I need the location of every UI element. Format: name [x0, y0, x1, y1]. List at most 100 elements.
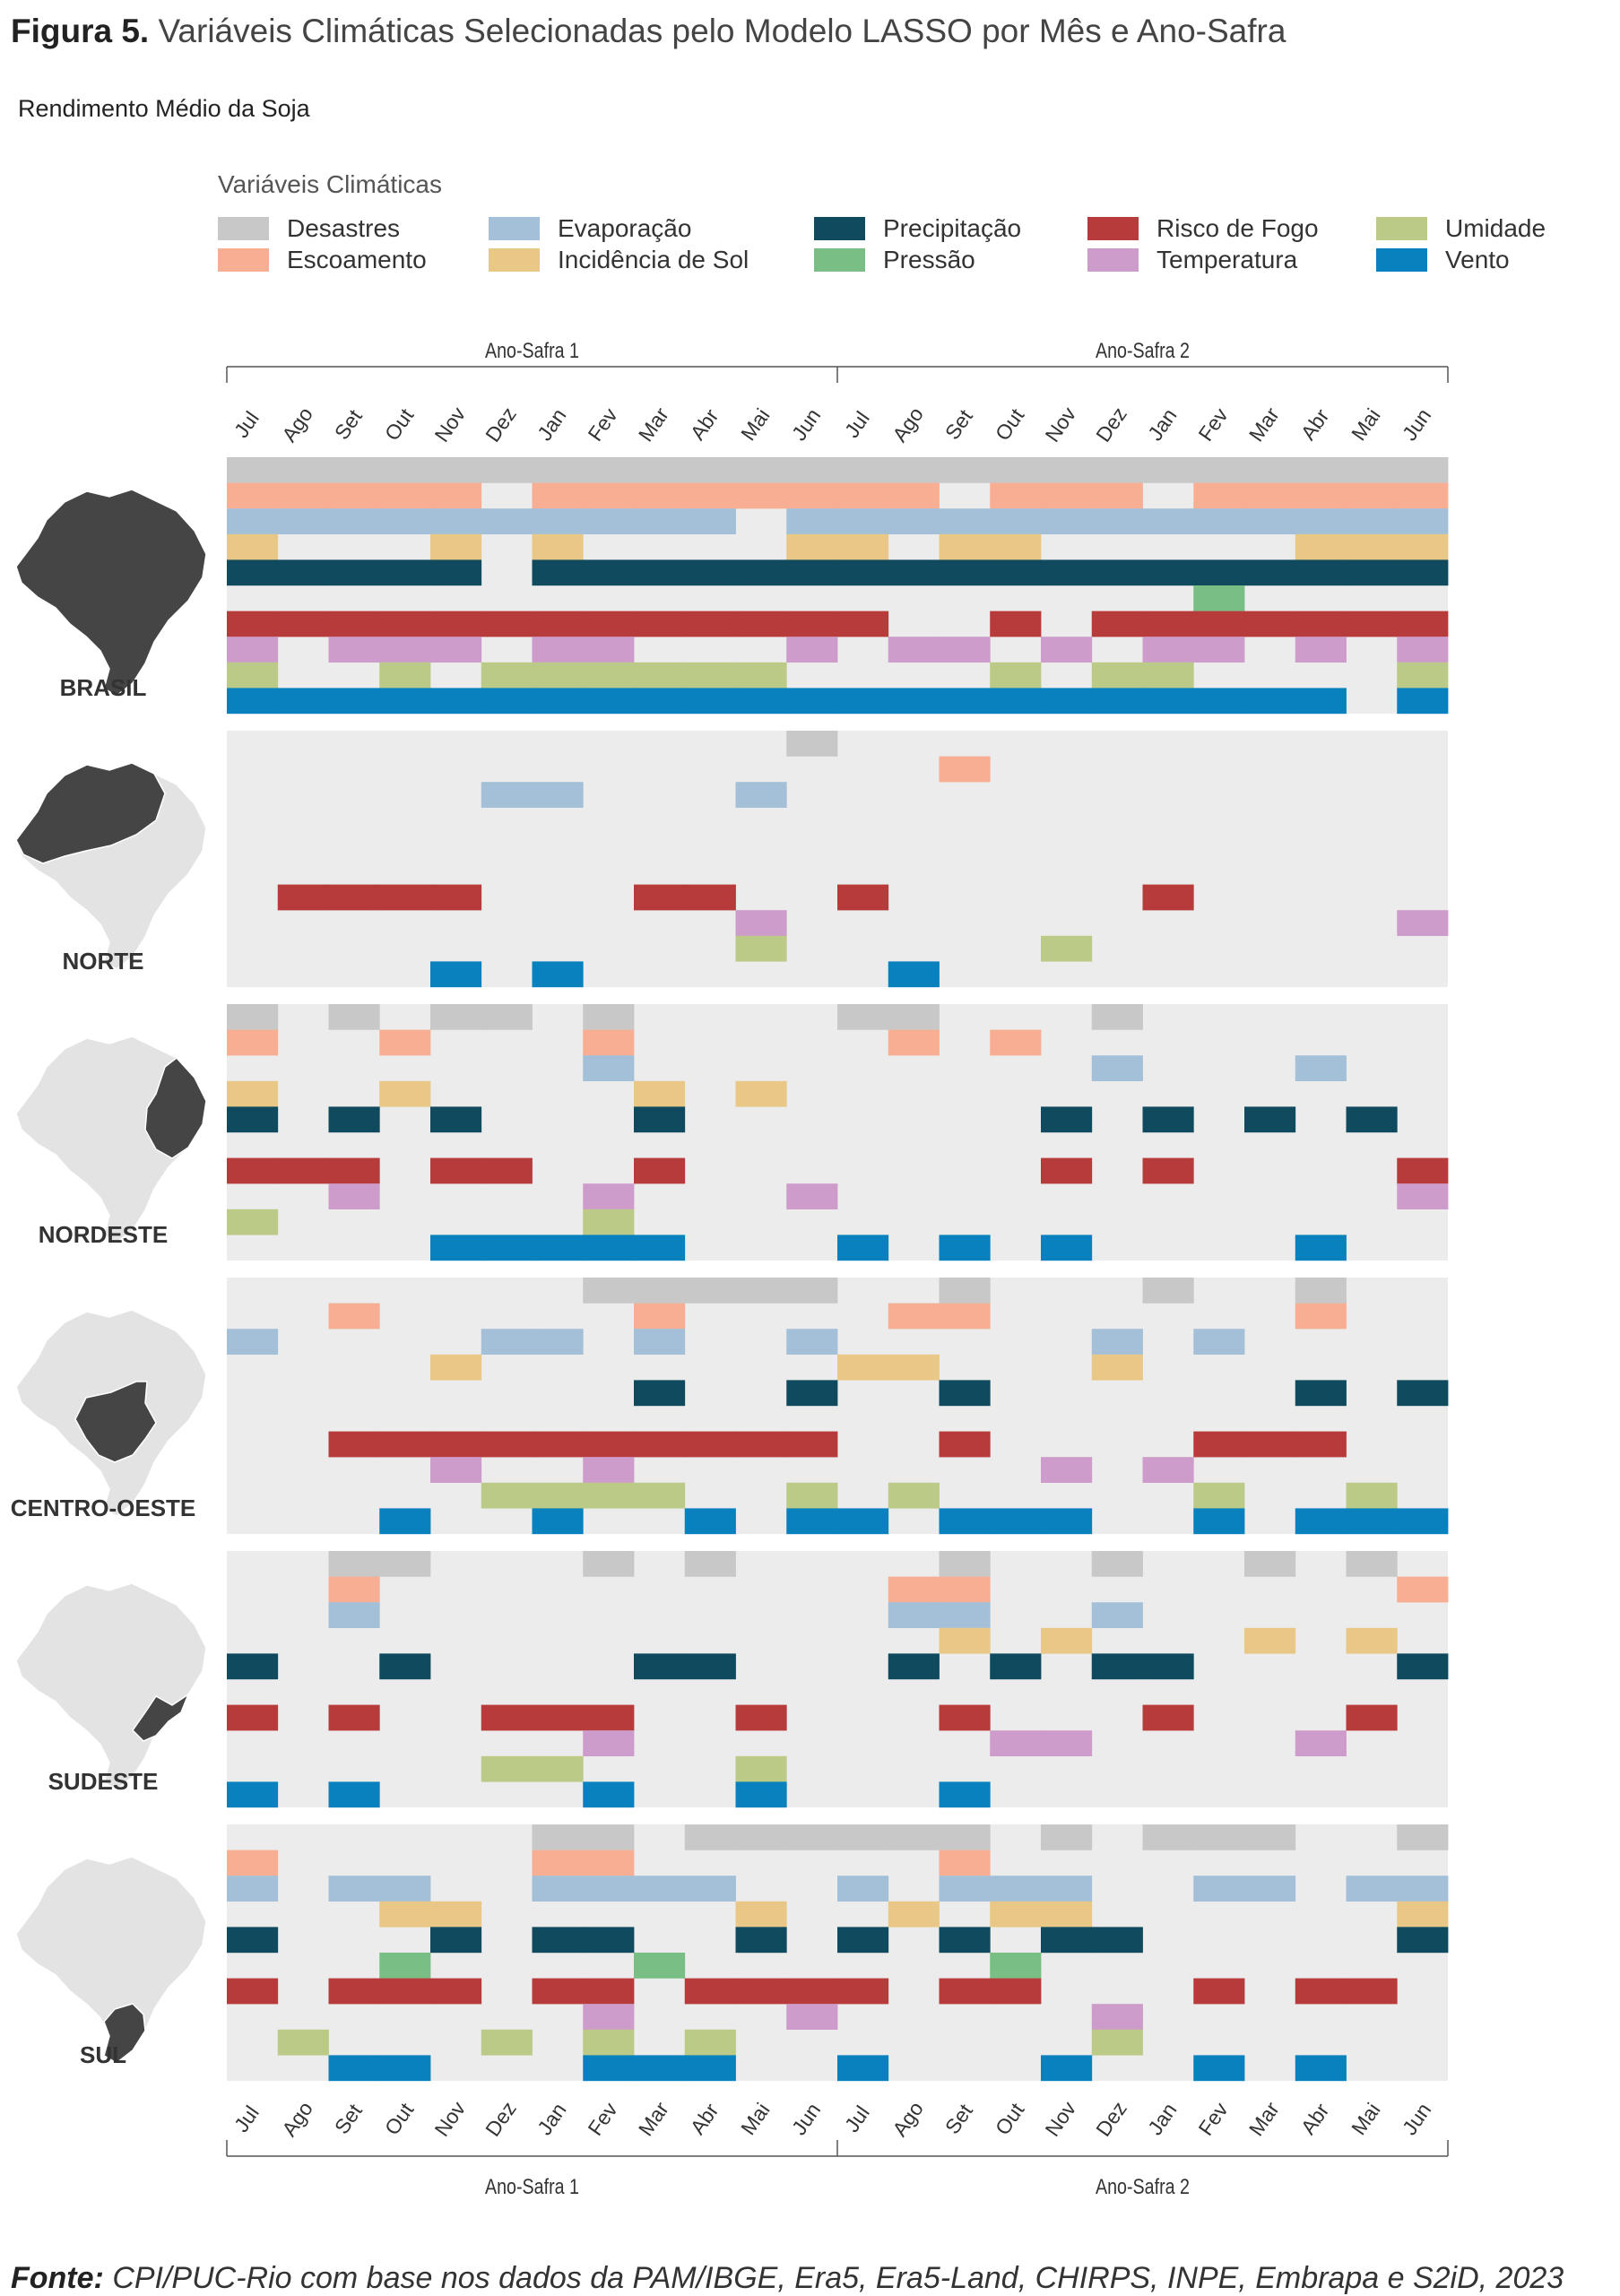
heatmap-cell [277, 688, 329, 715]
heatmap-cell [227, 508, 279, 534]
heatmap-cell [583, 1704, 635, 1731]
heatmap-cell [837, 611, 889, 637]
heatmap-cell [634, 1329, 686, 1355]
heatmap-cell [939, 1927, 991, 1954]
heatmap-cell [430, 1431, 482, 1458]
heatmap-cell [684, 611, 736, 637]
month-tick-label: Jan [533, 404, 571, 445]
heatmap-cell [379, 662, 431, 689]
heatmap-cell [379, 1431, 431, 1458]
brazil-region-map-icon [15, 1309, 207, 1517]
heatmap-cell [379, 2055, 431, 2082]
heatmap-cell [1091, 1354, 1143, 1381]
heatmap-cell [939, 1278, 991, 1304]
heatmap-cell [227, 637, 279, 663]
heatmap-cell [328, 1551, 380, 1577]
heatmap-cell [735, 457, 787, 483]
heatmap-cell [1041, 1106, 1093, 1133]
heatmap-cell [786, 1978, 838, 2005]
heatmap-cell [888, 1303, 940, 1330]
heatmap-cell [888, 1482, 940, 1509]
heatmap-cell [1193, 1508, 1245, 1535]
heatmap-cell [481, 508, 533, 534]
heatmap-cell [379, 1978, 431, 2005]
heatmap-cell [837, 1354, 889, 1381]
heatmap-cell [634, 508, 686, 534]
heatmap-cell [328, 457, 380, 483]
heatmap-cell [1193, 611, 1245, 637]
heatmap-cell [837, 884, 889, 911]
heatmap-cell [735, 611, 787, 637]
heatmap-cell [735, 1278, 787, 1304]
month-tick-label: Out [380, 2098, 419, 2139]
heatmap-cell [583, 1781, 635, 1808]
heatmap-cell [735, 1755, 787, 1782]
heatmap-cell [1193, 1824, 1245, 1850]
heatmap-cell [379, 508, 431, 534]
heatmap-cell [1397, 1183, 1449, 1209]
heatmap-cell [1142, 611, 1194, 637]
heatmap-cell [1041, 1927, 1093, 1954]
heatmap-cell [1041, 1730, 1093, 1756]
heatmap-cell [990, 662, 1042, 689]
heatmap-cell [227, 1080, 279, 1107]
month-tick-label: Fev [583, 403, 622, 446]
heatmap-cell [430, 637, 482, 663]
heatmap-cell [1397, 1901, 1449, 1928]
heatmap-cell [583, 2055, 635, 2082]
heatmap-chart: Ano-Safra 1 Ano-Safra 2 Ano-Safra 1 Ano-Saf… [226, 338, 1449, 2198]
heatmap-cell [837, 1824, 889, 1850]
heatmap-cell [379, 1901, 431, 1928]
heatmap-cell [888, 1602, 940, 1628]
heatmap-cell [583, 2004, 635, 2030]
heatmap-cell [328, 1602, 380, 1628]
heatmap-cell [1346, 1508, 1398, 1535]
heatmap-cell [684, 1824, 736, 1850]
region-label: SUL [80, 2041, 126, 2068]
heatmap-cell [684, 482, 736, 509]
heatmap-cell [1397, 1927, 1449, 1954]
heatmap-cell [786, 688, 838, 715]
heatmap-cell [1346, 533, 1398, 560]
heatmap-cell [227, 611, 279, 637]
legend-swatch [814, 248, 865, 272]
heatmap-cell [1041, 1627, 1093, 1654]
heatmap-cell [990, 611, 1042, 637]
legend-item: Escoamento [218, 246, 427, 274]
month-tick-label: Jan [533, 2099, 571, 2139]
heatmap-cell [939, 637, 991, 663]
heatmap-cell [1041, 1457, 1093, 1483]
heatmap-cell [888, 1653, 940, 1680]
heatmap-cell [1091, 1602, 1143, 1628]
heatmap-cell [227, 662, 279, 689]
legend-item: Precipitação [814, 214, 1021, 243]
heatmap-cell [990, 1953, 1042, 1979]
heatmap-cell [430, 1901, 482, 1928]
heatmap-cell [1346, 611, 1398, 637]
heatmap-cell [1397, 1380, 1449, 1407]
heatmap-cell [634, 2055, 686, 2082]
heatmap-cell [837, 482, 889, 509]
heatmap-cell [1295, 1303, 1347, 1330]
heatmap-cell [1041, 1901, 1093, 1928]
heatmap-cell [277, 2029, 329, 2056]
heatmap-cell [990, 1730, 1042, 1756]
heatmap-cell [1142, 1704, 1194, 1731]
heatmap-cell [888, 1029, 940, 1056]
month-tick-label: Jul [840, 407, 874, 442]
month-tick-label: Mar [1244, 403, 1284, 446]
heatmap-cell [1041, 1876, 1093, 1902]
heatmap-cell [939, 756, 991, 783]
heatmap-cell [583, 457, 635, 483]
month-tick-label: Jun [1398, 2099, 1436, 2139]
month-tick-label: Jun [1398, 404, 1436, 445]
heatmap-cell [1041, 1157, 1093, 1184]
brazil-region-map-icon [15, 1856, 207, 2064]
heatmap-cell [481, 1157, 533, 1184]
heatmap-cell [1091, 2029, 1143, 2056]
heatmap-cell [379, 1080, 431, 1107]
heatmap-cell [888, 559, 940, 586]
heatmap-cell [1091, 662, 1143, 689]
heatmap-cell [1041, 482, 1093, 509]
legend-swatch [1087, 248, 1139, 272]
